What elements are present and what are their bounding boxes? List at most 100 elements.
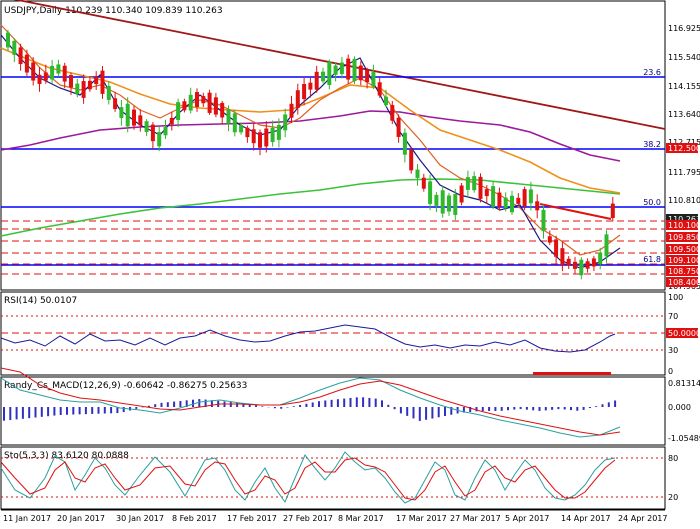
candle-bear[interactable]	[19, 47, 23, 64]
candle-bear[interactable]	[592, 258, 596, 266]
candle-bear[interactable]	[201, 96, 205, 103]
candle-bear[interactable]	[548, 236, 552, 242]
candle-bear[interactable]	[365, 70, 369, 82]
candle-bear[interactable]	[302, 84, 306, 99]
candle-bull[interactable]	[75, 84, 79, 94]
candle-bull[interactable]	[472, 176, 476, 190]
candle-bull[interactable]	[145, 121, 149, 132]
candle-bear[interactable]	[195, 92, 199, 107]
candle-bull[interactable]	[271, 128, 275, 142]
candle-bear[interactable]	[208, 93, 212, 113]
candle-bear[interactable]	[138, 115, 142, 125]
candle-bear[interactable]	[214, 97, 218, 114]
candle-bull[interactable]	[277, 125, 281, 140]
candle-bull[interactable]	[164, 127, 168, 135]
candle-bear[interactable]	[523, 189, 527, 206]
candle-bear[interactable]	[346, 59, 350, 80]
candle-bear[interactable]	[485, 189, 489, 196]
candle-bull[interactable]	[434, 195, 438, 206]
candle-bear[interactable]	[308, 83, 312, 90]
candle-bear[interactable]	[573, 262, 577, 269]
candle-bear[interactable]	[535, 201, 539, 210]
candle-bear[interactable]	[409, 150, 413, 170]
candle-bear[interactable]	[397, 118, 401, 137]
candle-bear[interactable]	[63, 66, 67, 82]
candle-bull[interactable]	[504, 198, 508, 208]
candle-bull[interactable]	[529, 189, 533, 203]
candle-bear[interactable]	[170, 118, 174, 124]
candle-bull[interactable]	[227, 109, 231, 123]
candle-bear[interactable]	[69, 75, 73, 87]
candle-bull[interactable]	[447, 195, 451, 211]
candle-bull[interactable]	[340, 63, 344, 74]
candle-bear[interactable]	[315, 72, 319, 90]
candle-bear[interactable]	[94, 77, 98, 84]
candle-bear[interactable]	[88, 81, 92, 89]
candle-bull[interactable]	[283, 114, 287, 130]
candle-bear[interactable]	[516, 198, 520, 204]
candle-bull[interactable]	[371, 72, 375, 86]
candle-bull[interactable]	[416, 170, 420, 178]
candle-bull[interactable]	[353, 59, 357, 81]
candle-bear[interactable]	[497, 193, 501, 207]
candle-bull[interactable]	[384, 97, 388, 105]
candle-bull[interactable]	[107, 86, 111, 100]
candle-bear[interactable]	[258, 132, 262, 148]
candle-bull[interactable]	[605, 234, 609, 256]
candle-bull[interactable]	[542, 210, 546, 231]
candle-bear[interactable]	[290, 104, 294, 118]
candle-bear[interactable]	[38, 75, 42, 84]
candle-bull[interactable]	[491, 186, 495, 207]
candle-bear[interactable]	[252, 129, 256, 143]
candle-bear[interactable]	[586, 261, 590, 268]
candle-bull[interactable]	[327, 62, 331, 85]
candle-bull[interactable]	[233, 113, 237, 132]
candle-bear[interactable]	[390, 105, 394, 121]
candle-bear[interactable]	[359, 66, 363, 81]
candle-bear[interactable]	[264, 129, 268, 147]
candle-bull[interactable]	[239, 125, 243, 132]
candle-bull[interactable]	[598, 253, 602, 265]
candle-bull[interactable]	[119, 107, 123, 118]
candle-bear[interactable]	[151, 125, 155, 142]
candle-bear[interactable]	[296, 90, 300, 108]
candle-bull[interactable]	[126, 104, 130, 127]
candle-bear[interactable]	[82, 81, 86, 98]
candle-bear[interactable]	[567, 259, 571, 265]
candle-bull[interactable]	[441, 190, 445, 213]
candle-bear[interactable]	[44, 72, 48, 80]
candle-bull[interactable]	[189, 95, 193, 111]
candle-bull[interactable]	[321, 72, 325, 82]
candle-bear[interactable]	[245, 128, 249, 137]
candle-bear[interactable]	[560, 248, 564, 265]
candle-bear[interactable]	[31, 62, 35, 80]
candle-bear[interactable]	[101, 71, 105, 94]
candle-bear[interactable]	[220, 103, 224, 118]
candle-bear[interactable]	[113, 98, 117, 109]
macd-histogram-bar	[513, 407, 515, 410]
candle-bull[interactable]	[334, 66, 338, 75]
candle-bull[interactable]	[12, 41, 16, 55]
candle-bull[interactable]	[510, 196, 514, 213]
candle-bear[interactable]	[378, 82, 382, 95]
candle-bull[interactable]	[176, 102, 180, 120]
candle-bull[interactable]	[50, 66, 54, 80]
candle-bear[interactable]	[554, 239, 558, 256]
candle-bear[interactable]	[479, 177, 483, 199]
candle-bull[interactable]	[157, 132, 161, 146]
candle-bull[interactable]	[466, 177, 470, 190]
macd-histogram-bar	[564, 407, 566, 409]
candle-bull[interactable]	[56, 64, 60, 73]
candle-bear[interactable]	[25, 55, 29, 73]
candle-bear[interactable]	[460, 186, 464, 203]
candle-bull[interactable]	[428, 181, 432, 204]
candle-bull[interactable]	[453, 194, 457, 215]
price-axis-label: 113.640	[668, 110, 700, 119]
candle-bear[interactable]	[182, 101, 186, 110]
candle-bear[interactable]	[422, 178, 426, 189]
candle-bear[interactable]	[611, 204, 615, 218]
candle-bull[interactable]	[579, 260, 583, 276]
candle-bull[interactable]	[6, 33, 10, 48]
candle-bear[interactable]	[132, 110, 136, 126]
candle-bull[interactable]	[403, 133, 407, 155]
